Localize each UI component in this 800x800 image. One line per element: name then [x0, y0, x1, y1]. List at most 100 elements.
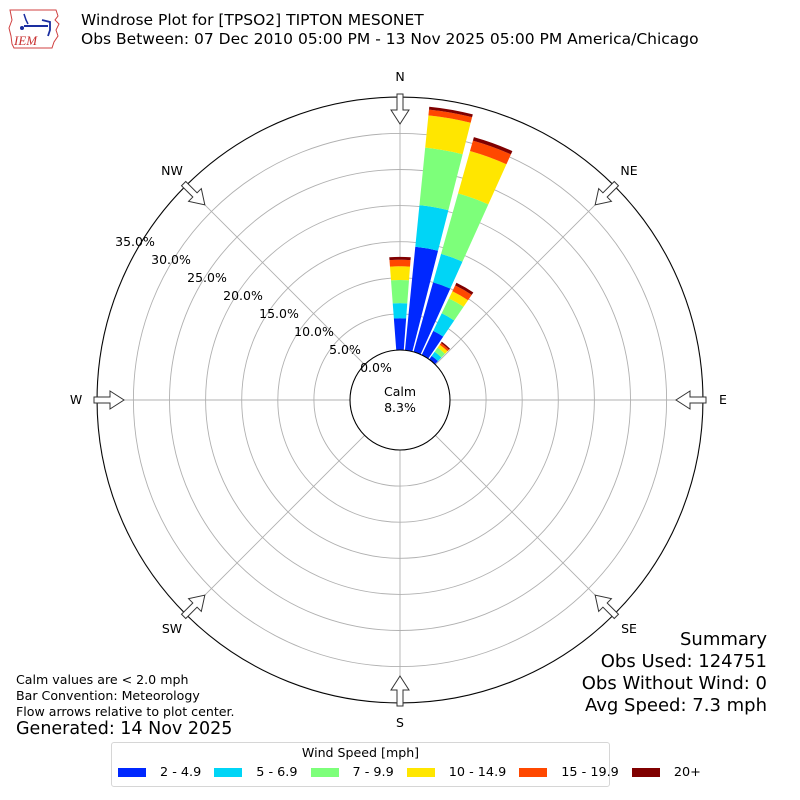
legend-label: 2 - 4.9	[160, 765, 202, 780]
flow-note: Flow arrows relative to plot center.	[16, 704, 235, 719]
radial-tick-label: 20.0%	[223, 288, 263, 303]
legend-label: 7 - 9.9	[352, 765, 394, 780]
windrose-bar-segment	[441, 193, 489, 262]
windrose-bar-segment	[391, 279, 409, 304]
windrose-bar-segment	[393, 318, 407, 351]
radial-tick-label: 30.0%	[151, 252, 191, 267]
windrose-bar-segment	[440, 341, 451, 350]
windrose-bar-segment	[433, 253, 463, 289]
calm-note: Calm values are < 2.0 mph	[16, 672, 189, 687]
convention-note: Bar Convention: Meteorology	[16, 688, 200, 703]
legend-item: 5 - 6.9	[214, 765, 298, 780]
flow-arrow-icon	[390, 93, 410, 125]
flow-arrow-icon	[594, 180, 620, 206]
flow-arrow-icon	[594, 594, 620, 620]
windrose-bar-segment	[472, 137, 513, 155]
radial-tick-label: 0.0%	[360, 360, 392, 375]
windrose-bar-segment	[434, 347, 446, 358]
direction-label-ne: NE	[620, 163, 637, 178]
grid-ring	[241, 241, 559, 559]
flow-arrow-icon	[390, 675, 410, 707]
legend-items: 2 - 4.9 5 - 6.9 7 - 9.9 10 - 14.9 15 - 1…	[118, 765, 714, 780]
radial-tick-label: 25.0%	[187, 270, 227, 285]
legend-item: 7 - 9.9	[310, 765, 394, 780]
windrose-bar-segment	[428, 106, 473, 118]
legend: Wind Speed [mph] 2 - 4.9 5 - 6.9 7 - 9.9…	[111, 742, 701, 787]
direction-label-s: S	[396, 715, 404, 730]
windrose-bar-segment	[469, 140, 511, 165]
windrose-bar-segment	[439, 342, 450, 352]
legend-title: Wind Speed [mph]	[301, 745, 420, 760]
windrose-bar-segment	[452, 285, 472, 301]
flow-arrow-icon	[93, 390, 125, 410]
flow-arrows	[93, 93, 707, 707]
legend-swatch	[214, 768, 243, 777]
legend-label: 10 - 14.9	[448, 765, 507, 780]
svg-text:IEM: IEM	[13, 33, 38, 48]
grid-spoke	[435, 435, 614, 614]
radial-tick-label: 10.0%	[294, 324, 334, 339]
direction-label-w: W	[70, 392, 82, 407]
legend-swatch	[406, 768, 435, 777]
windrose-bar-segment	[421, 330, 444, 359]
windrose-bar-segment	[389, 256, 411, 261]
calm-label: Calm	[384, 384, 416, 399]
windrose-bar-segment	[433, 313, 455, 337]
windrose-bar-segment	[458, 150, 507, 205]
calm-value: 8.3%	[384, 400, 416, 415]
summary-avg-speed: Avg Speed: 7.3 mph	[585, 695, 767, 716]
iem-logo: IEM	[6, 6, 62, 50]
windrose-bar-segment	[389, 266, 411, 281]
calm-circle	[349, 349, 451, 451]
summary-obs-without-wind: Obs Without Wind: 0	[581, 673, 767, 694]
legend-label: 5 - 6.9	[256, 765, 298, 780]
direction-label-nw: NW	[161, 163, 183, 178]
direction-label-sw: SW	[162, 621, 182, 636]
legend-label: 20+	[673, 765, 701, 780]
legend-label: 15 - 19.9	[561, 765, 619, 780]
windrose-bar-segment	[441, 298, 464, 321]
summary-obs-used: Obs Used: 124751	[600, 651, 767, 672]
windrose-bar-segment	[428, 109, 473, 123]
windrose-bar-segment	[425, 115, 471, 155]
flow-arrow-icon	[180, 594, 206, 620]
summary-title: Summary	[680, 629, 767, 650]
radial-tick-label: 35.0%	[115, 234, 155, 249]
grid-ring	[169, 169, 631, 631]
windrose-bar-segment	[437, 344, 448, 354]
iowa-state-outline-icon: IEM	[8, 9, 60, 49]
legend-swatch	[519, 768, 548, 777]
chart-title: Windrose Plot for [TPSO2] TIPTON MESONET	[81, 11, 424, 29]
grid-spoke	[186, 435, 365, 614]
windrose-bar-segment	[389, 259, 411, 267]
direction-label-e: E	[719, 392, 727, 407]
legend-item: 2 - 4.9	[118, 765, 201, 780]
generated-date: Generated: 14 Nov 2025	[16, 719, 233, 739]
grid-spoke	[435, 186, 614, 365]
windrose-bar-segment	[448, 291, 469, 307]
windrose-bar-segment	[404, 246, 439, 352]
legend-swatch	[310, 768, 339, 777]
radial-tick-label: 15.0%	[259, 306, 299, 321]
flow-arrow-icon	[675, 390, 707, 410]
legend-item: 20+	[631, 765, 701, 780]
grid-ring	[132, 132, 668, 668]
grid-ring	[205, 205, 595, 595]
windrose-bar-segment	[419, 147, 463, 211]
legend-item: 15 - 19.9	[519, 765, 619, 780]
flow-arrow-icon	[180, 180, 206, 206]
windrose-bar-segment	[431, 351, 442, 362]
windrose-bar-segment	[455, 282, 474, 295]
chart-subtitle: Obs Between: 07 Dec 2010 05:00 PM - 13 N…	[81, 30, 699, 48]
direction-label-n: N	[395, 69, 404, 84]
windrose-bars	[349, 106, 513, 451]
legend-swatch	[118, 768, 146, 777]
direction-label-se: SE	[621, 621, 637, 636]
grid-spoke	[186, 186, 365, 365]
windrose-bar-segment	[413, 282, 451, 355]
windrose-bar-segment	[415, 205, 449, 251]
legend-swatch	[631, 768, 660, 777]
